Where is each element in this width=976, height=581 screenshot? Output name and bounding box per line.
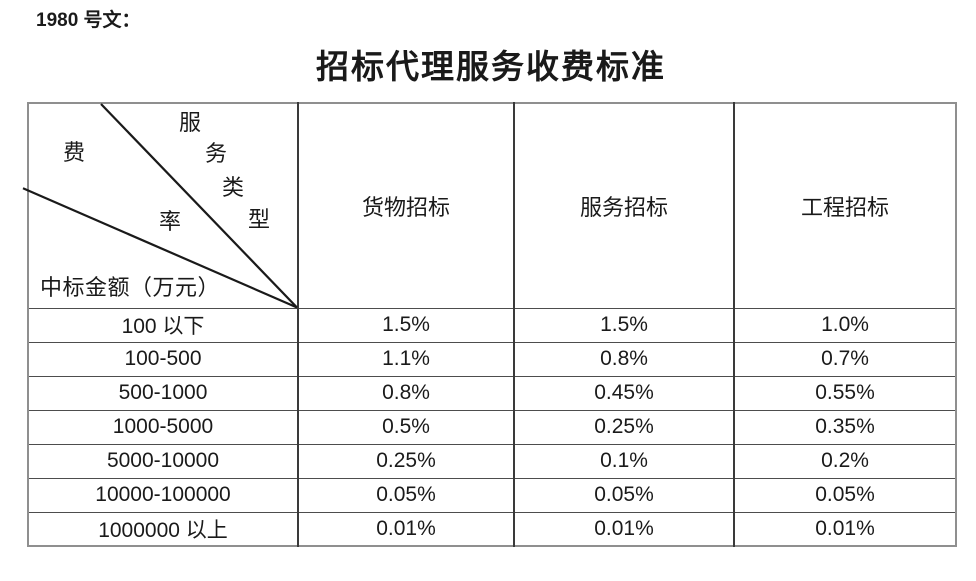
rate-cell: 0.05%	[297, 477, 515, 513]
amount-range-cell: 500-1000	[27, 375, 299, 411]
rate-cell: 0.1%	[513, 443, 735, 479]
rate-cell: 0.2%	[733, 443, 957, 479]
corner-type-char-3: 类	[222, 175, 245, 200]
rate-cell: 0.8%	[513, 341, 735, 377]
header-row: 费 率 服 务 类 型 中标金额（万元） 货物招标 服务招标 工程招标	[22, 102, 957, 309]
amount-range-cell: 1000000 以上	[27, 511, 299, 547]
column-header-engineering: 工程招标	[733, 102, 957, 309]
amount-range-cell: 5000-10000	[27, 443, 299, 479]
rate-cell: 0.01%	[297, 511, 515, 547]
table-row: 500-1000 0.8% 0.45% 0.55%	[27, 375, 957, 411]
table-row: 100 以下 1.5% 1.5% 1.0%	[27, 307, 957, 343]
corner-fee-char-2: 率	[159, 209, 182, 234]
rate-cell: 0.35%	[733, 409, 957, 445]
corner-fee-char-1: 费	[63, 140, 86, 165]
rate-cell: 1.0%	[733, 307, 957, 343]
table-row: 10000-100000 0.05% 0.05% 0.05%	[27, 477, 957, 513]
diagonal-line-upper	[100, 103, 298, 309]
rate-cell: 0.05%	[513, 477, 735, 513]
rate-cell: 0.7%	[733, 341, 957, 377]
rate-cell: 1.5%	[513, 307, 735, 343]
corner-type-char-2: 务	[205, 141, 228, 166]
amount-range-cell: 100-500	[27, 341, 299, 377]
table-row: 5000-10000 0.25% 0.1% 0.2%	[27, 443, 957, 479]
amount-range-cell: 10000-100000	[27, 477, 299, 513]
fee-table: 费 率 服 务 类 型 中标金额（万元） 货物招标 服务招标 工程招标 100 …	[22, 102, 957, 547]
corner-type-char-4: 型	[248, 207, 271, 232]
amount-range-cell: 100 以下	[27, 307, 299, 343]
column-header-services: 服务招标	[513, 102, 735, 309]
rate-cell: 0.45%	[513, 375, 735, 411]
rate-cell: 0.55%	[733, 375, 957, 411]
table-row: 1000-5000 0.5% 0.25% 0.35%	[27, 409, 957, 445]
rate-cell: 0.8%	[297, 375, 515, 411]
rate-cell: 1.5%	[297, 307, 515, 343]
diagonal-line-lower	[22, 187, 298, 309]
rate-cell: 1.1%	[297, 341, 515, 377]
corner-amount-label: 中标金额（万元）	[40, 275, 221, 300]
rate-cell: 0.01%	[733, 511, 957, 547]
corner-type-char-1: 服	[179, 110, 202, 135]
column-header-goods: 货物招标	[297, 102, 515, 309]
corner-cell: 费 率 服 务 类 型 中标金额（万元）	[22, 102, 299, 309]
doc-number: 1980 号文：	[36, 10, 141, 31]
diagonal-divider	[22, 103, 298, 309]
rate-cell: 0.25%	[297, 443, 515, 479]
table-row: 100-500 1.1% 0.8% 0.7%	[27, 341, 957, 377]
table-row: 1000000 以上 0.01% 0.01% 0.01%	[27, 511, 957, 547]
rate-cell: 0.05%	[733, 477, 957, 513]
rate-cell: 0.01%	[513, 511, 735, 547]
amount-range-cell: 1000-5000	[27, 409, 299, 445]
table-title: 招标代理服务收费标准	[316, 50, 666, 86]
rate-cell: 0.25%	[513, 409, 735, 445]
rate-cell: 0.5%	[297, 409, 515, 445]
